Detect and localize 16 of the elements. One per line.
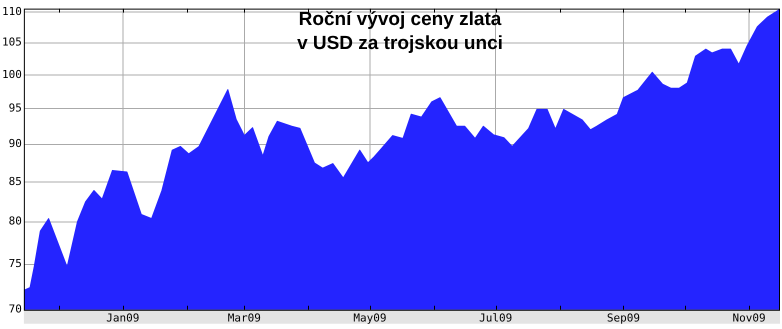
y-tick-label: 95: [8, 102, 22, 115]
x-tick-label: Jul09: [479, 311, 512, 324]
x-tick-label: Mar09: [228, 311, 261, 324]
y-tick-label: 75: [8, 257, 22, 270]
x-tick-label: Sep09: [606, 311, 640, 324]
y-tick-label: 105: [2, 36, 22, 49]
y-tick-label: 70: [8, 302, 22, 316]
y-tick-label: 90: [8, 137, 22, 150]
y-tick-label: 85: [8, 174, 22, 188]
text: Roční vývoj ceny zlata v USD za trojskou unci: [296, 8, 504, 56]
y-tick-label: 110: [2, 5, 22, 18]
y-tick-label: 80: [8, 214, 22, 228]
x-tick-label: Jan09: [106, 311, 140, 324]
x-tick-label: Nov09: [732, 311, 766, 324]
y-tick-label: 100: [2, 68, 22, 81]
x-tick-label: May09: [353, 311, 387, 324]
